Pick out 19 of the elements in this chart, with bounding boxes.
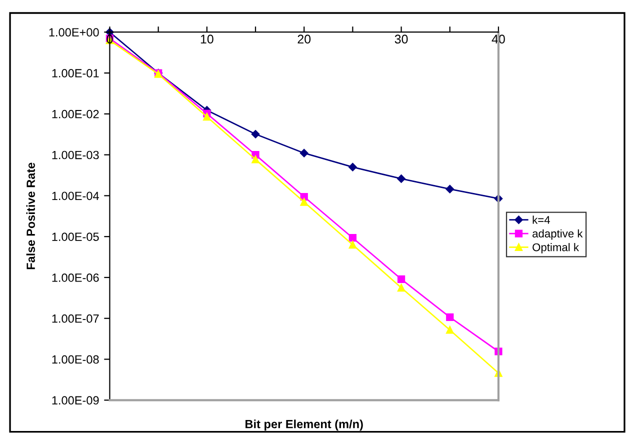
y-tick-label: 1.00E-04: [52, 192, 99, 200]
y-tick-label: 1.00E-02: [52, 110, 99, 118]
x-tick-label: 20: [298, 34, 311, 44]
x-axis-title: Bit per Element (m/n): [246, 420, 363, 431]
y-tick-label: 1.00E-06: [52, 274, 99, 282]
y-tick-label: 1.00E-08: [52, 355, 99, 364]
x-tick-label: 0: [106, 34, 113, 44]
legend-label: Optimal k: [532, 243, 580, 254]
legend-label: k=4: [532, 216, 550, 224]
y-axis-title: False Positive Rate: [26, 162, 35, 270]
y-tick-label: 1.00E-09: [52, 396, 99, 405]
y-tick-label: 1.00E-05: [52, 232, 99, 241]
y-tick-label: 1.00E-07: [52, 314, 99, 323]
x-tick-label: 30: [394, 34, 408, 44]
x-tick-label: 10: [200, 34, 214, 44]
legend-label: adaptive k: [532, 229, 583, 240]
y-tick-label: 1.00E-01: [52, 69, 99, 78]
y-tick-label: 1.00E+00: [49, 28, 99, 37]
y-tick-label: 1.00E-03: [52, 150, 99, 160]
